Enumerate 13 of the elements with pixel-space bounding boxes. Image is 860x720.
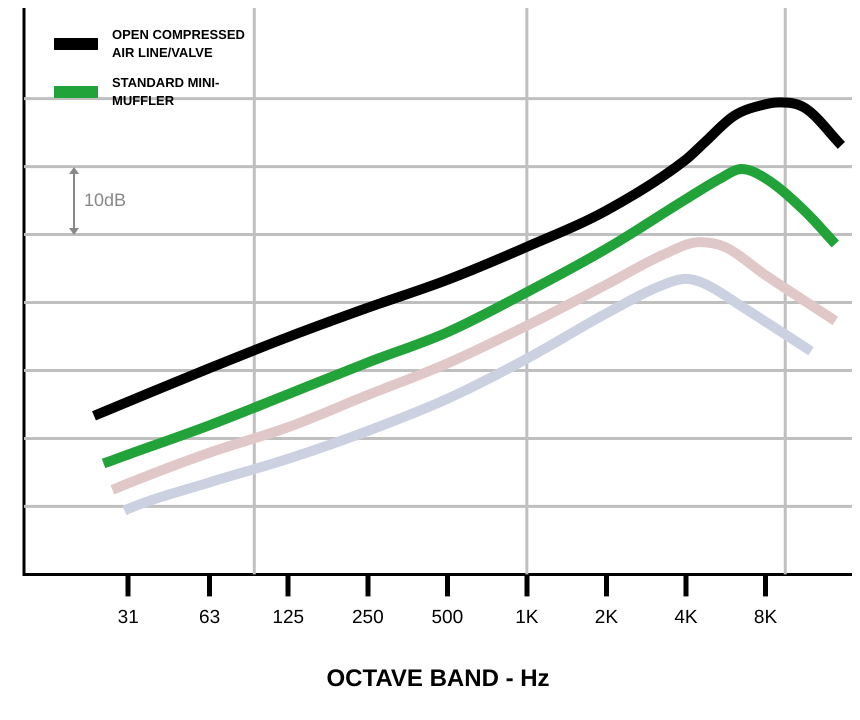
annotation: 10dB xyxy=(84,190,126,211)
legend-label: STANDARD MINI-MUFFLER xyxy=(112,74,220,110)
x-tick-label: 125 xyxy=(272,607,304,628)
x-tick-label: 63 xyxy=(199,607,220,628)
x-tick-label: 500 xyxy=(431,607,464,628)
x-tick-label: 1K xyxy=(515,607,539,628)
x-tick-label: 31 xyxy=(118,607,139,628)
x-tick-label: 250 xyxy=(352,607,384,628)
x-tick-label: 8K xyxy=(754,607,778,628)
x-tick-label: 4K xyxy=(674,607,698,628)
legend-label: OPEN COMPRESSED AIR LINE/VALVE xyxy=(112,26,246,62)
x-axis-title: OCTAVE BAND - Hz xyxy=(326,665,550,692)
x-tick-label: 2K xyxy=(594,607,618,628)
